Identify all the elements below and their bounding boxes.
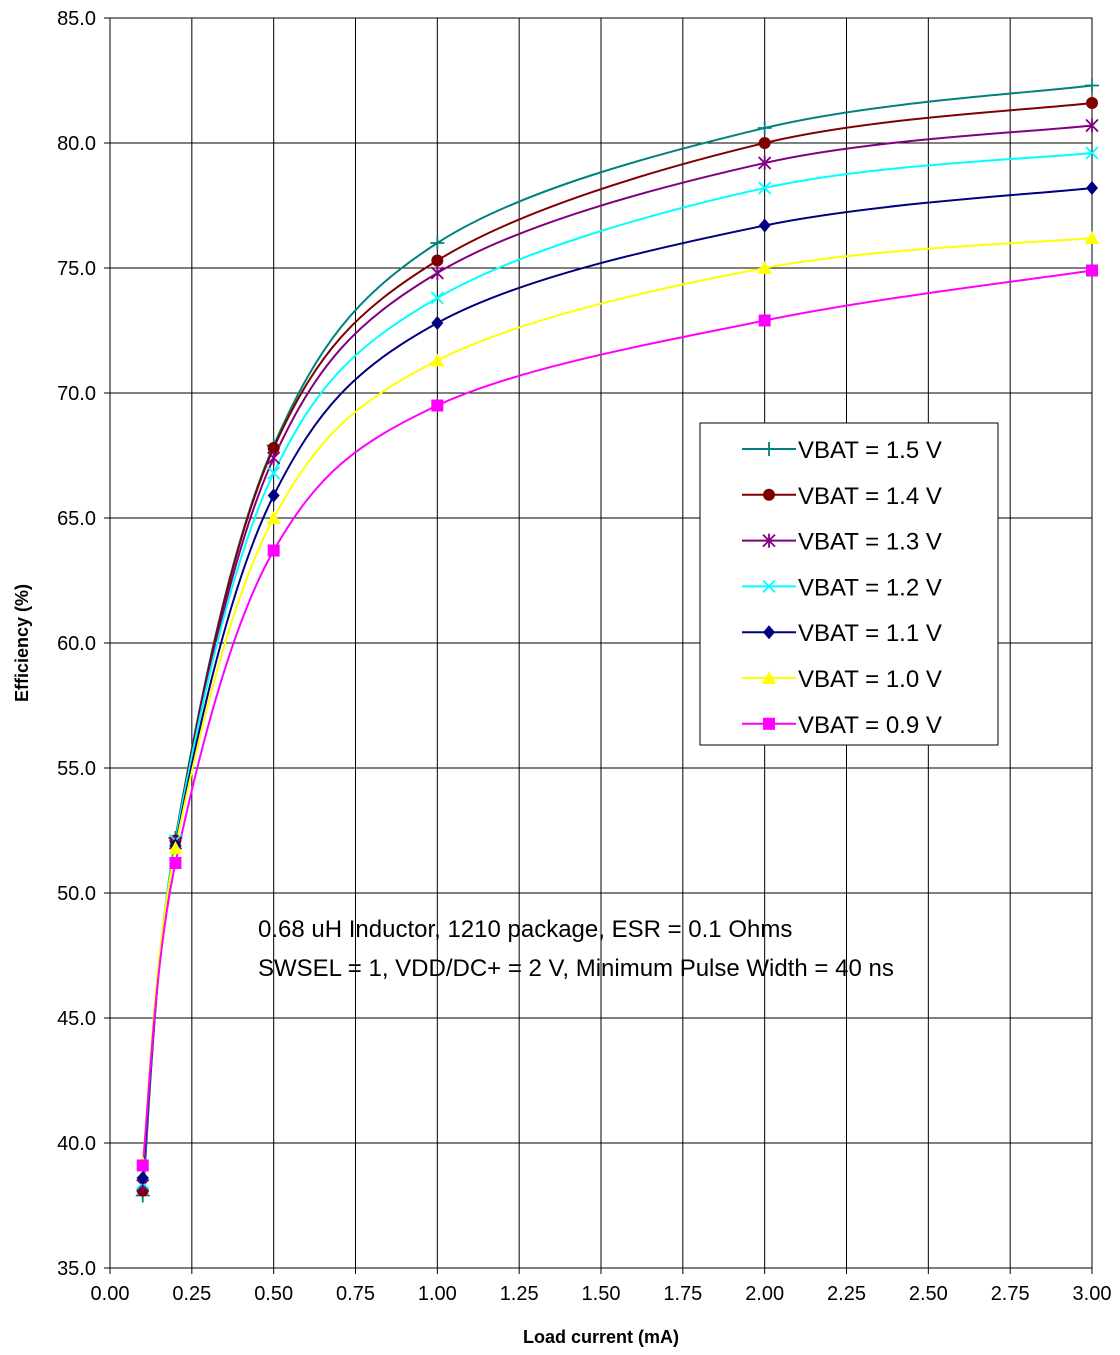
- data-point: [758, 137, 771, 149]
- legend-label: VBAT = 1.5 V: [798, 437, 942, 464]
- data-point: [431, 399, 444, 412]
- y-tick-label: 75.0: [57, 258, 96, 280]
- data-point: [430, 236, 445, 250]
- legend-entry: VBAT = 1.4 V: [742, 483, 942, 510]
- y-tick-label: 65.0: [57, 508, 96, 530]
- legend-entry: VBAT = 1.0 V: [742, 666, 942, 693]
- series-lines: [141, 84, 1093, 1196]
- legend-label: VBAT = 1.2 V: [798, 574, 942, 601]
- y-tick-labels: 35.0 40.0 45.0 50.0 55.0 60.0 65.0 70.0 75.0 80.0…: [57, 8, 96, 1280]
- x-tick-label: 2.50: [909, 1283, 948, 1305]
- legend-entry: VBAT = 0.9 V: [742, 712, 942, 739]
- y-axis-title: Efficiency (%): [12, 584, 32, 702]
- series-line-5: [141, 237, 1093, 1164]
- data-point: [430, 266, 444, 280]
- x-tick-label: 1.25: [500, 1283, 539, 1305]
- y-tick-label: 35.0: [57, 1258, 96, 1280]
- series-line-6: [141, 269, 1093, 1166]
- data-point: [431, 316, 444, 330]
- data-point: [169, 857, 182, 869]
- legend-label: VBAT = 1.4 V: [798, 483, 942, 510]
- data-point: [1086, 181, 1098, 195]
- y-tick-label: 80.0: [57, 133, 96, 155]
- data-point: [136, 1159, 149, 1172]
- data-point: [1086, 264, 1098, 277]
- y-tick-label: 45.0: [57, 1008, 96, 1030]
- legend-marker: [762, 533, 776, 548]
- legend-label: VBAT = 0.9 V: [798, 712, 942, 739]
- legend-entry: VBAT = 1.1 V: [742, 620, 942, 647]
- data-point: [1085, 118, 1099, 133]
- legend: VBAT = 1.5 V VBAT = 1.4 V VBAT = 1.3 V VBAT…: [699, 422, 999, 746]
- data-point: [168, 841, 183, 854]
- x-tick-label: 1.00: [418, 1283, 457, 1305]
- legend-label: VBAT = 1.3 V: [798, 529, 942, 556]
- x-tick-label: 3.00: [1073, 1283, 1112, 1305]
- x-tick-label: 0.00: [91, 1283, 130, 1305]
- data-point: [267, 451, 281, 465]
- x-tick-label: 1.75: [663, 1283, 702, 1305]
- x-tick-label: 0.25: [172, 1283, 211, 1305]
- legend-marker: [762, 579, 776, 594]
- y-tick-label: 40.0: [57, 1133, 96, 1155]
- x-tick-label: 2.00: [745, 1283, 784, 1305]
- legend-marker: [762, 442, 776, 456]
- data-point: [758, 181, 772, 195]
- y-tick-label: 85.0: [57, 8, 96, 30]
- y-tick-label: 70.0: [57, 383, 96, 405]
- y-tick-label: 55.0: [57, 758, 96, 780]
- legend-box: [699, 422, 999, 746]
- annotation-line-1: 0.68 uH Inductor, 1210 package, ESR = 0.…: [258, 916, 792, 943]
- data-point: [757, 261, 772, 274]
- legend-entry: VBAT = 1.5 V: [742, 437, 942, 464]
- data-point: [757, 121, 772, 135]
- data-point: [267, 488, 280, 503]
- data-point: [1085, 78, 1099, 93]
- data-point: [136, 1171, 149, 1185]
- data-point: [430, 291, 444, 305]
- y-tick-label: 50.0: [57, 883, 96, 905]
- x-tick-label: 0.50: [254, 1283, 293, 1305]
- data-point: [1086, 97, 1098, 109]
- data-point: [267, 442, 280, 454]
- data-point: [758, 314, 771, 327]
- data-point: [1085, 231, 1099, 244]
- data-point: [758, 156, 772, 170]
- data-point: [267, 544, 280, 557]
- data-point: [266, 511, 281, 524]
- data-point: [267, 466, 281, 480]
- legend-entry: VBAT = 1.2 V: [742, 574, 942, 601]
- legend-label: VBAT = 1.1 V: [798, 620, 942, 647]
- legend-marker: [763, 488, 775, 501]
- legend-label: VBAT = 1.0 V: [798, 666, 942, 693]
- legend-marker: [762, 671, 776, 684]
- x-tick-label: 0.75: [336, 1283, 375, 1305]
- x-tick-label: 2.25: [827, 1283, 866, 1305]
- legend-marker: [763, 717, 775, 730]
- x-tick-label: 2.75: [991, 1283, 1030, 1305]
- data-point: [431, 254, 444, 267]
- data-point: [430, 353, 445, 367]
- x-axis-title: Load current (mA): [523, 1327, 679, 1347]
- data-point: [1085, 146, 1099, 160]
- data-point: [758, 218, 771, 233]
- annotation-line-2: SWSEL = 1, VDD/DC+ = 2 V, Minimum Pulse …: [258, 955, 894, 982]
- legend-entry: VBAT = 1.3 V: [742, 529, 942, 556]
- x-tick-labels: 0.00 0.25 0.50 0.75 1.00 1.25 1.50 1.75 2.00 2.25…: [91, 1283, 1112, 1305]
- series-markers: [135, 78, 1099, 1203]
- legend-marker: [763, 625, 775, 640]
- y-tick-label: 60.0: [57, 633, 96, 655]
- x-tick-label: 1.50: [582, 1283, 621, 1305]
